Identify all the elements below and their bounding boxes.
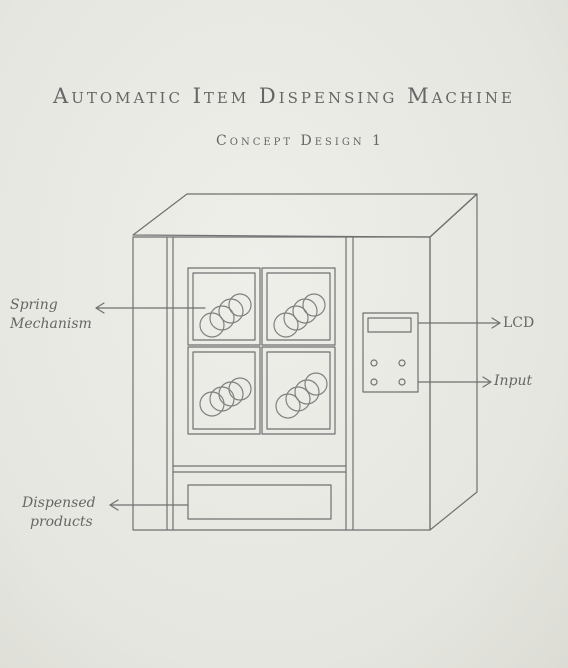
spring-coil: [276, 373, 327, 418]
label-line: products: [30, 514, 93, 530]
product-slot: [193, 352, 255, 429]
leader-arrow: [96, 303, 205, 313]
leader-arrow: [110, 500, 188, 510]
diagram-subtitle: Concept Design 1: [216, 133, 384, 149]
label-line: Spring: [10, 297, 58, 313]
spring-coil: [274, 294, 325, 337]
product-slot: [262, 268, 335, 345]
input-button: [371, 379, 377, 385]
label-line: Mechanism: [10, 316, 92, 332]
product-slot: [193, 273, 255, 340]
input-label: Input: [494, 373, 533, 389]
spring-coil: [200, 294, 251, 337]
product-slot: [188, 347, 260, 434]
spring-coil: [200, 378, 251, 416]
machine-top-face: [133, 194, 477, 237]
input-button: [399, 379, 405, 385]
product-slot: [267, 273, 330, 340]
dispense-tray: [188, 485, 331, 519]
product-slot: [188, 268, 260, 345]
machine-front-face: [133, 237, 430, 530]
input-button: [399, 360, 405, 366]
product-slot: [262, 347, 335, 434]
input-button: [371, 360, 377, 366]
leader-arrow: [418, 318, 500, 328]
dispensed-products-label: Dispensed products: [22, 494, 96, 532]
control-panel: [363, 313, 418, 392]
lcd-label: LCD: [503, 315, 535, 331]
diagram-title: Automatic Item Dispensing Machine: [53, 84, 515, 108]
product-slot: [267, 352, 330, 429]
spring-mechanism-label: Spring Mechanism: [10, 296, 92, 334]
machine-side-face: [430, 194, 477, 530]
product-window: [188, 268, 335, 434]
leader-arrow: [418, 377, 491, 387]
label-line: Dispensed: [22, 495, 96, 511]
lcd-screen: [368, 318, 411, 332]
